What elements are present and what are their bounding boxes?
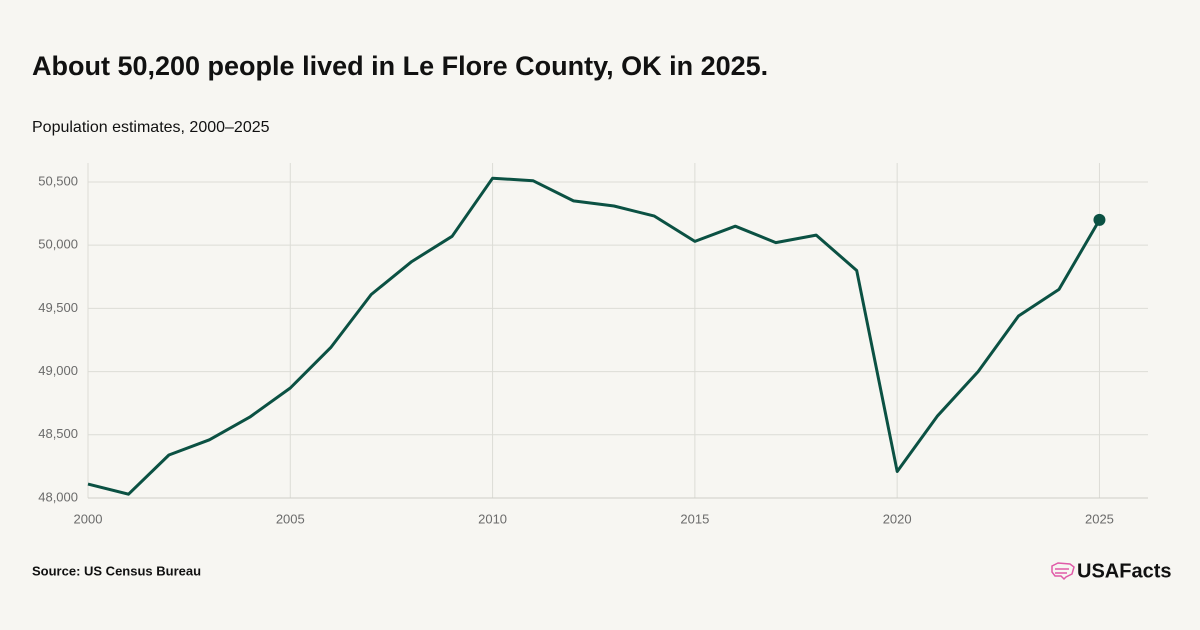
source: Source: US Census Bureau [32,563,201,578]
y-tick-label: 48,500 [38,426,78,441]
chart-subtitle: Population estimates, 2000–2025 [32,119,270,136]
logo-icon [1051,562,1075,581]
y-tick-label: 49,500 [38,300,78,315]
x-tick-label: 2000 [74,511,103,526]
end-point [1093,213,1106,226]
brand: USAFacts [1077,560,1171,582]
y-tick-label: 48,000 [38,489,78,504]
x-tick-label: 2005 [276,511,305,526]
y-tick-label: 49,000 [38,363,78,378]
x-tick-label: 2015 [680,511,709,526]
x-tick-label: 2025 [1085,511,1114,526]
line [87,176,1101,496]
chart-title: About 50,200 people lived in Le Flore Co… [32,51,768,81]
y-tick-label: 50,500 [38,173,78,188]
y-tick-label: 50,000 [38,237,78,252]
x-tick-label: 2010 [478,511,507,526]
x-tick-label: 2020 [883,511,912,526]
